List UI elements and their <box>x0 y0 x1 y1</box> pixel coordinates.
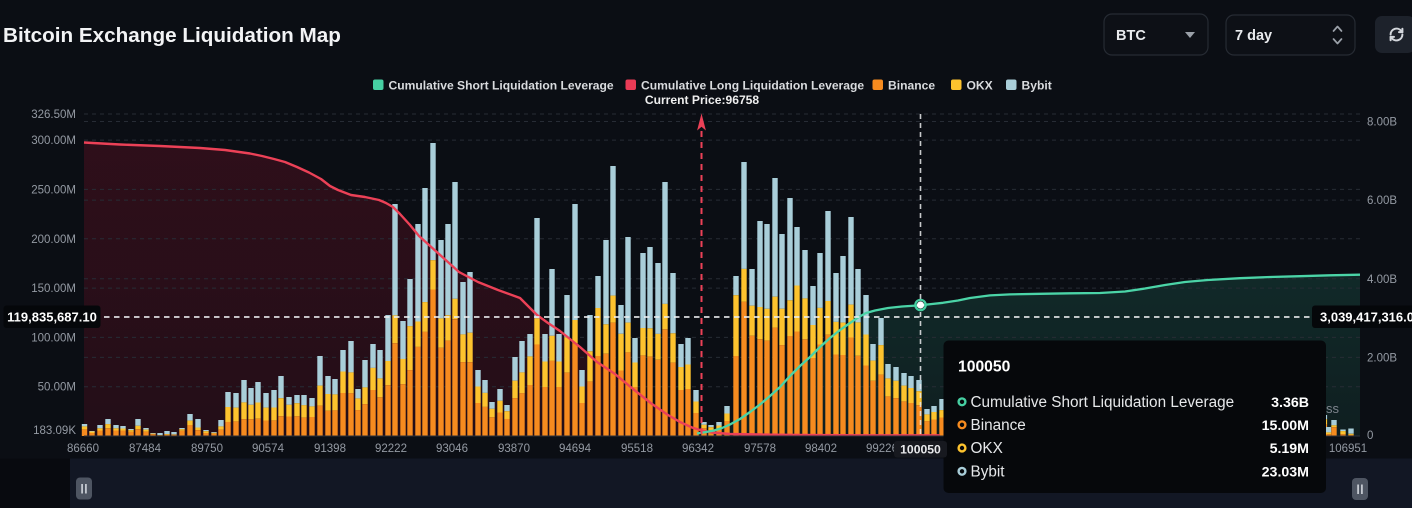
svg-text:96342: 96342 <box>682 443 714 455</box>
svg-text:Cumulative Short Liquidation L: Cumulative Short Liquidation Leverage <box>389 79 614 93</box>
svg-text:100050: 100050 <box>900 443 941 457</box>
svg-text:8.00B: 8.00B <box>1367 117 1397 129</box>
svg-text:OKX: OKX <box>971 440 1003 457</box>
svg-text:94694: 94694 <box>559 443 592 455</box>
svg-text:BTC: BTC <box>1116 28 1146 44</box>
svg-text:91398: 91398 <box>314 443 346 455</box>
svg-text:3,039,417,316.08: 3,039,417,316.08 <box>1320 310 1412 325</box>
svg-text:7 day: 7 day <box>1235 28 1272 44</box>
svg-text:89750: 89750 <box>191 443 223 455</box>
svg-text:99226: 99226 <box>866 443 898 455</box>
svg-text:93046: 93046 <box>436 443 468 455</box>
svg-text:OKX: OKX <box>967 79 993 93</box>
svg-text:ss: ss <box>1326 401 1340 416</box>
svg-text:Bybit: Bybit <box>971 464 1006 481</box>
svg-text:100.00M: 100.00M <box>31 332 76 344</box>
svg-text:Current Price:96758: Current Price:96758 <box>645 93 760 107</box>
svg-text:23.03M: 23.03M <box>1262 465 1309 481</box>
svg-text:326.50M: 326.50M <box>31 109 76 121</box>
svg-text:119,835,687.10: 119,835,687.10 <box>7 310 97 325</box>
svg-text:106951: 106951 <box>1329 443 1367 455</box>
svg-text:100050: 100050 <box>958 359 1011 376</box>
svg-text:Cumulative Long Liquidation Le: Cumulative Long Liquidation Leverage <box>641 79 864 93</box>
svg-text:3.36B: 3.36B <box>1271 395 1309 411</box>
svg-text:98402: 98402 <box>805 443 837 455</box>
svg-text:2.00B: 2.00B <box>1367 352 1397 364</box>
svg-text:Bitcoin Exchange Liquidation M: Bitcoin Exchange Liquidation Map <box>3 24 341 47</box>
svg-text:5.19M: 5.19M <box>1270 441 1309 457</box>
svg-text:4.00B: 4.00B <box>1367 274 1397 286</box>
svg-text:93870: 93870 <box>498 443 530 455</box>
svg-text:300.00M: 300.00M <box>31 135 76 147</box>
svg-text:95518: 95518 <box>621 443 653 455</box>
svg-text:97578: 97578 <box>744 443 776 455</box>
svg-text:250.00M: 250.00M <box>31 184 76 196</box>
svg-text:183.09K: 183.09K <box>33 425 76 437</box>
svg-text:Binance: Binance <box>971 417 1026 434</box>
svg-text:200.00M: 200.00M <box>31 234 76 246</box>
svg-text:6.00B: 6.00B <box>1367 195 1397 207</box>
svg-text:90574: 90574 <box>252 443 285 455</box>
svg-text:87484: 87484 <box>129 443 162 455</box>
svg-text:Cumulative Short Liquidation L: Cumulative Short Liquidation Leverage <box>971 394 1235 411</box>
svg-text:15.00M: 15.00M <box>1262 418 1309 434</box>
svg-text:92222: 92222 <box>375 443 407 455</box>
svg-text:Bybit: Bybit <box>1022 79 1052 93</box>
svg-text:86660: 86660 <box>67 443 99 455</box>
svg-text:Binance: Binance <box>888 79 935 93</box>
svg-text:50.00M: 50.00M <box>38 382 76 394</box>
svg-text:0: 0 <box>1367 430 1373 442</box>
svg-text:150.00M: 150.00M <box>31 283 76 295</box>
